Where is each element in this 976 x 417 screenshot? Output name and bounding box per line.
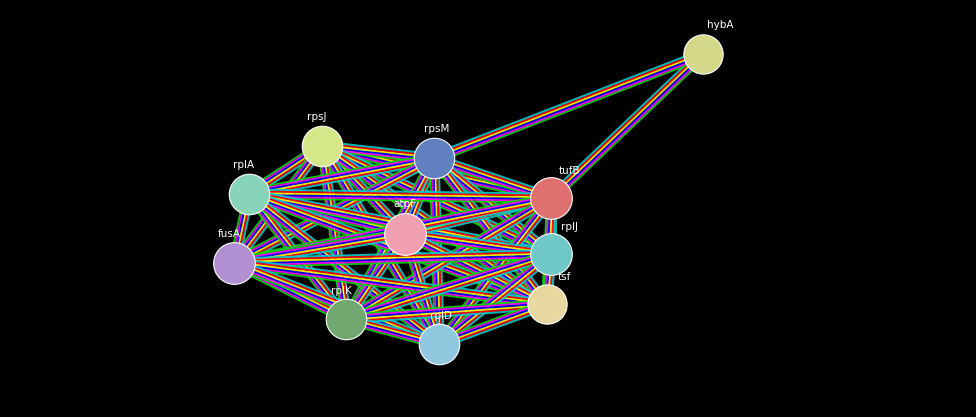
Point xyxy=(539,301,554,308)
Point xyxy=(427,155,442,162)
Text: rplD: rplD xyxy=(430,311,452,321)
Point xyxy=(544,195,559,201)
Text: rplA: rplA xyxy=(233,160,255,170)
Text: rpsJ: rpsJ xyxy=(307,112,327,122)
Text: fusA: fusA xyxy=(218,229,241,239)
Point xyxy=(695,51,711,58)
Text: tufB: tufB xyxy=(558,166,580,176)
Point xyxy=(314,143,330,149)
Point xyxy=(241,191,257,197)
Point xyxy=(431,341,447,347)
Point xyxy=(544,251,559,258)
Point xyxy=(226,259,242,266)
Point xyxy=(397,230,413,237)
Point xyxy=(339,316,354,322)
Text: tsf: tsf xyxy=(557,272,571,282)
Text: rplJ: rplJ xyxy=(560,222,578,232)
Text: rpsM: rpsM xyxy=(424,124,449,134)
Text: hybA: hybA xyxy=(707,20,734,30)
Text: atpF: atpF xyxy=(393,199,417,209)
Text: rplK: rplK xyxy=(331,286,352,296)
